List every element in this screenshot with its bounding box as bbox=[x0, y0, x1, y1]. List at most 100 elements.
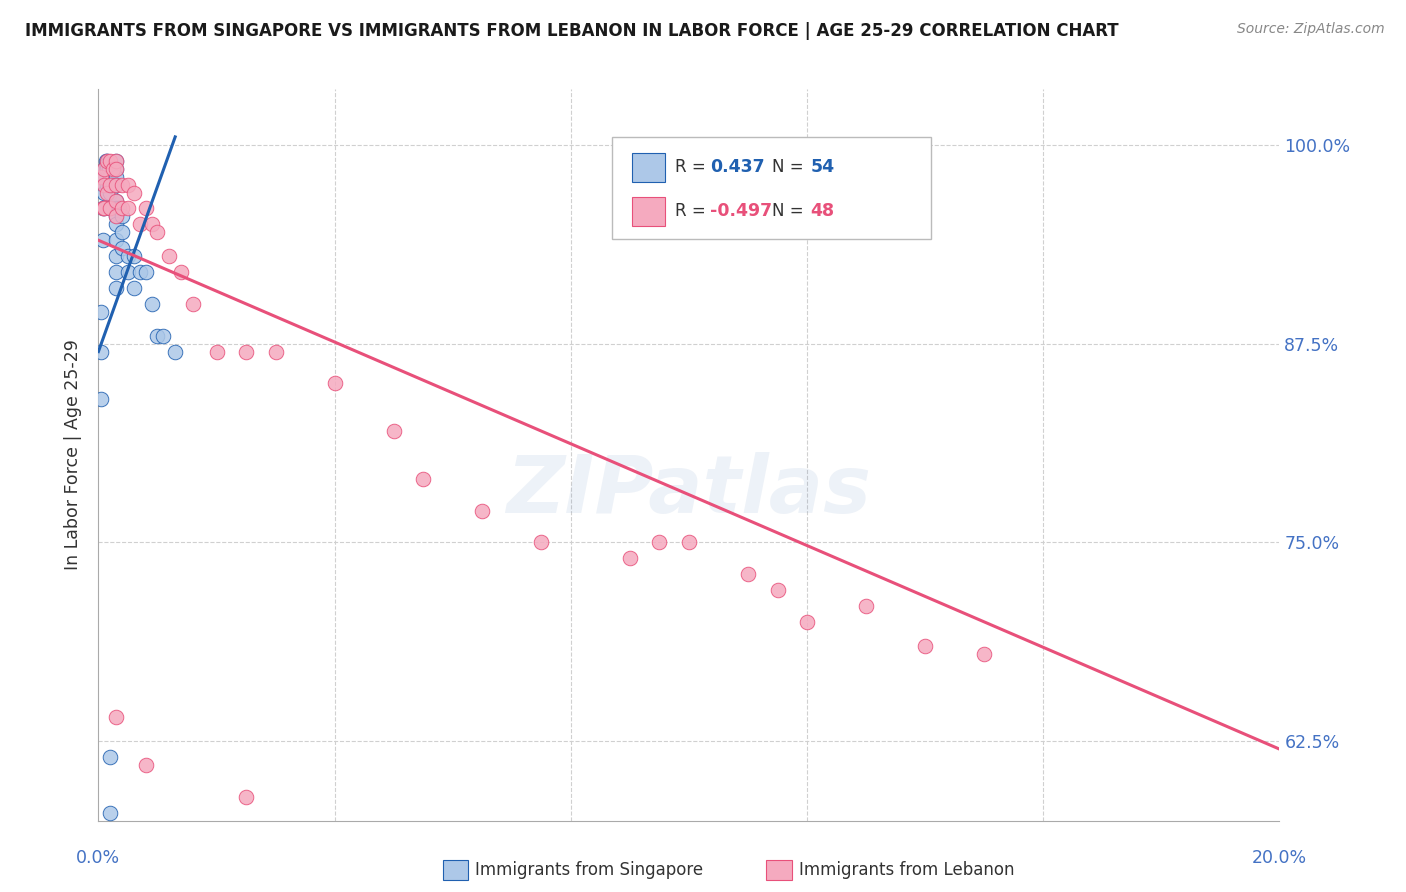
Point bbox=[105, 178, 128, 192]
Point bbox=[235, 344, 257, 359]
Point bbox=[135, 202, 157, 216]
Point bbox=[90, 169, 112, 184]
Point bbox=[98, 202, 121, 216]
Point bbox=[111, 202, 134, 216]
Point bbox=[128, 265, 150, 279]
Point bbox=[96, 153, 118, 168]
Point bbox=[98, 169, 121, 184]
Point bbox=[108, 202, 131, 216]
Point bbox=[98, 805, 121, 820]
Text: R =: R = bbox=[675, 159, 711, 177]
Point bbox=[128, 218, 150, 232]
Point bbox=[98, 750, 121, 764]
Point bbox=[105, 281, 128, 295]
Point bbox=[90, 344, 112, 359]
Point bbox=[94, 153, 117, 168]
Point bbox=[105, 233, 128, 247]
Text: Immigrants from Lebanon: Immigrants from Lebanon bbox=[799, 861, 1014, 879]
Point bbox=[914, 639, 936, 653]
Point bbox=[117, 265, 139, 279]
Point bbox=[855, 599, 877, 613]
Point bbox=[93, 161, 115, 176]
Point bbox=[94, 161, 117, 176]
Text: 54: 54 bbox=[811, 159, 835, 177]
Point bbox=[973, 647, 995, 661]
Text: Source: ZipAtlas.com: Source: ZipAtlas.com bbox=[1237, 22, 1385, 37]
Text: 0.0%: 0.0% bbox=[76, 849, 121, 867]
Point bbox=[157, 249, 180, 263]
Point bbox=[105, 210, 128, 224]
FancyBboxPatch shape bbox=[633, 197, 665, 226]
Point bbox=[93, 178, 115, 192]
Point bbox=[146, 328, 169, 343]
Point bbox=[135, 758, 157, 772]
Point bbox=[105, 194, 128, 208]
Point bbox=[96, 157, 118, 171]
Point bbox=[105, 194, 128, 208]
Point bbox=[105, 178, 128, 192]
Point bbox=[105, 153, 128, 168]
Point bbox=[648, 535, 671, 549]
Point bbox=[98, 153, 121, 168]
Text: IMMIGRANTS FROM SINGAPORE VS IMMIGRANTS FROM LEBANON IN LABOR FORCE | AGE 25-29 : IMMIGRANTS FROM SINGAPORE VS IMMIGRANTS … bbox=[25, 22, 1119, 40]
Point bbox=[382, 424, 405, 438]
Point bbox=[93, 202, 115, 216]
Point bbox=[235, 789, 257, 804]
Point bbox=[90, 392, 112, 407]
Point bbox=[98, 178, 121, 192]
Point bbox=[91, 233, 114, 247]
Point bbox=[323, 376, 346, 391]
Text: N =: N = bbox=[772, 159, 808, 177]
Point bbox=[103, 178, 125, 192]
Text: Immigrants from Singapore: Immigrants from Singapore bbox=[475, 861, 703, 879]
Point bbox=[111, 178, 134, 192]
Text: R =: R = bbox=[675, 202, 711, 220]
Point bbox=[98, 178, 121, 192]
Point bbox=[471, 503, 494, 517]
Point bbox=[122, 186, 145, 200]
Point bbox=[91, 202, 114, 216]
Point bbox=[105, 218, 128, 232]
Point bbox=[98, 178, 121, 192]
Text: N =: N = bbox=[772, 202, 808, 220]
FancyBboxPatch shape bbox=[612, 136, 931, 239]
Point bbox=[105, 265, 128, 279]
Y-axis label: In Labor Force | Age 25-29: In Labor Force | Age 25-29 bbox=[65, 340, 83, 570]
Point bbox=[530, 535, 553, 549]
Point bbox=[766, 583, 789, 598]
Point bbox=[96, 153, 118, 168]
Point bbox=[98, 186, 121, 200]
Point bbox=[117, 178, 139, 192]
Point bbox=[737, 567, 759, 582]
Point bbox=[141, 297, 163, 311]
Point bbox=[111, 210, 134, 224]
Point bbox=[165, 344, 187, 359]
Point bbox=[91, 202, 114, 216]
Point bbox=[93, 169, 115, 184]
Point bbox=[141, 218, 163, 232]
Point bbox=[96, 186, 118, 200]
Point bbox=[117, 202, 139, 216]
Point bbox=[100, 202, 122, 216]
Text: 0.437: 0.437 bbox=[710, 159, 765, 177]
Point bbox=[205, 344, 228, 359]
Point bbox=[796, 615, 818, 629]
Point bbox=[111, 225, 134, 239]
Point bbox=[105, 169, 128, 184]
Point bbox=[412, 472, 434, 486]
Point bbox=[93, 178, 115, 192]
Point bbox=[103, 202, 125, 216]
Point bbox=[264, 344, 287, 359]
Point bbox=[117, 249, 139, 263]
Point bbox=[93, 202, 115, 216]
Point bbox=[100, 178, 122, 192]
Point bbox=[98, 202, 121, 216]
Text: 20.0%: 20.0% bbox=[1251, 849, 1308, 867]
Text: -0.497: -0.497 bbox=[710, 202, 772, 220]
Point bbox=[678, 535, 700, 549]
Point bbox=[105, 202, 128, 216]
Point bbox=[105, 161, 128, 176]
Point bbox=[170, 265, 193, 279]
Point bbox=[135, 265, 157, 279]
Point bbox=[619, 551, 641, 566]
